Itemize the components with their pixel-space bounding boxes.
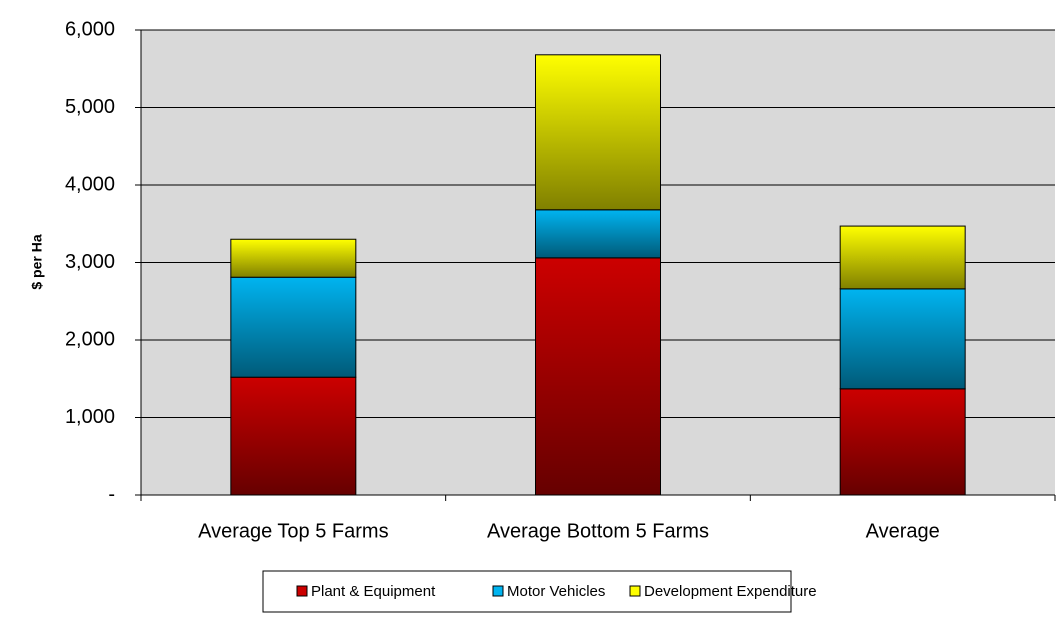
bar-segment: [230, 376, 357, 496]
legend-label: Development Expenditure: [644, 583, 817, 600]
bar-segment: [230, 238, 357, 278]
legend-label: Plant & Equipment: [311, 583, 436, 600]
y-tick-label: 4,000: [65, 173, 115, 195]
bar-segment: [839, 225, 966, 290]
bar-segment: [535, 209, 661, 259]
y-axis-label: $ per Ha: [29, 234, 45, 289]
bar-segment: [839, 288, 966, 390]
bar-segment: [535, 54, 661, 211]
y-tick-label: 1,000: [65, 406, 115, 428]
y-tick-label: 3,000: [65, 251, 115, 273]
y-tick-label: 6,000: [65, 18, 115, 40]
bar-segment: [535, 257, 661, 496]
legend-swatch: [492, 585, 504, 597]
y-tick-label: 5,000: [65, 96, 115, 118]
y-tick-label: -: [108, 483, 115, 505]
x-tick-label: Average Top 5 Farms: [198, 520, 388, 542]
legend-swatch: [629, 585, 641, 597]
legend-swatch: [296, 585, 308, 597]
legend-label: Motor Vehicles: [507, 583, 605, 600]
x-tick-label: Average Bottom 5 Farms: [487, 520, 709, 542]
bar-segment: [839, 388, 966, 496]
legend: [262, 570, 792, 613]
x-tick-label: Average: [866, 520, 940, 542]
y-tick-label: 2,000: [65, 328, 115, 350]
bar-segment: [230, 276, 357, 378]
